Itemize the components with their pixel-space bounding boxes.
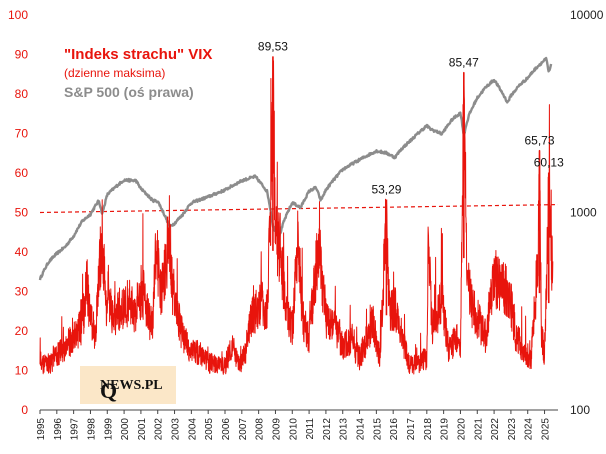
legend-vix-title: "Indeks strachu" VIX — [64, 46, 213, 63]
x-tick-label: 2010 — [288, 418, 299, 441]
peak-annotations: 89,53 53,29 85,47 65,73 60,13 — [258, 39, 564, 196]
x-tick-label: 2022 — [490, 418, 501, 441]
x-tick-label: 1996 — [53, 418, 64, 441]
left-tick-label: 10 — [15, 364, 29, 378]
left-tick-label: 40 — [15, 245, 29, 259]
logo-q: Q — [100, 378, 118, 403]
right-tick-label: 10000 — [570, 8, 604, 22]
x-tick-label: 2014 — [356, 418, 367, 441]
x-tick-label: 2018 — [423, 418, 434, 441]
x-tick-label: 1995 — [36, 418, 47, 441]
left-tick-label: 0 — [21, 403, 28, 417]
x-tick-label: 2013 — [339, 418, 350, 441]
peak-label: 85,47 — [449, 55, 479, 69]
left-tick-label: 30 — [15, 285, 29, 299]
sp500-line — [38, 56, 553, 281]
x-tick-label: 2012 — [322, 418, 333, 441]
vix-series-layer — [39, 56, 554, 375]
x-tick-label: 2024 — [524, 418, 535, 441]
left-axis-ticks: 0 10 20 30 40 50 60 70 80 90 100 — [8, 8, 28, 417]
x-tick-label: 1999 — [103, 418, 114, 441]
x-tick-label: 2007 — [238, 418, 249, 441]
x-tick-label: 1998 — [86, 418, 97, 441]
x-tick-label: 2003 — [171, 418, 182, 441]
peak-label: 89,53 — [258, 39, 288, 53]
x-tick-label: 2002 — [154, 418, 165, 441]
legend-vix-subtitle: (dzienne maksima) — [64, 66, 166, 80]
x-tick-label: 2005 — [204, 418, 215, 441]
x-tick-label: 2020 — [456, 418, 467, 441]
left-tick-label: 50 — [15, 206, 29, 220]
x-tick-label: 2009 — [271, 418, 282, 441]
x-tick-label: 2015 — [372, 418, 383, 441]
legend-sp500: S&P 500 (oś prawa) — [64, 84, 194, 100]
right-tick-label: 1000 — [570, 206, 597, 220]
x-tick-label: 2011 — [305, 418, 316, 440]
x-tick-label: 2017 — [406, 418, 417, 441]
left-tick-label: 20 — [15, 324, 29, 338]
right-axis-ticks: 100 1000 10000 — [570, 8, 604, 417]
peak-label: 65,73 — [524, 133, 554, 147]
x-tick-label: 2023 — [507, 418, 518, 441]
qnews-logo: Q NEWS.PL — [80, 366, 176, 404]
x-tick-label: 2025 — [541, 418, 552, 441]
sp500-series-layer — [38, 56, 553, 281]
x-tick-label: 2001 — [137, 418, 148, 441]
reference-line-layer — [39, 204, 559, 214]
legend: "Indeks strachu" VIX (dzienne maksima) S… — [64, 46, 212, 102]
x-tick-label: 2000 — [120, 418, 131, 441]
left-tick-label: 90 — [15, 48, 29, 62]
x-tick-label: 1997 — [70, 418, 81, 441]
reference-dashed-line — [39, 204, 559, 214]
x-tick-label: 2006 — [221, 418, 232, 441]
left-tick-label: 60 — [15, 166, 29, 180]
peak-label: 53,29 — [371, 183, 401, 197]
x-tick-label: 2021 — [473, 418, 484, 441]
x-tick-label: 2004 — [187, 418, 198, 441]
left-tick-label: 100 — [8, 8, 28, 22]
peak-label: 60,13 — [534, 155, 564, 169]
left-tick-label: 70 — [15, 127, 29, 141]
x-axis: 1995 1996 1997 1998 1999 2000 2001 2002 2003 2004… — [36, 409, 558, 441]
x-tick-label: 2016 — [389, 418, 400, 441]
left-tick-label: 80 — [15, 87, 29, 101]
x-tick-label: 2008 — [255, 418, 266, 441]
right-tick-label: 100 — [570, 403, 590, 417]
vix-line — [39, 58, 554, 375]
logo-word: NEWS.PL — [100, 378, 163, 393]
x-tick-label: 2019 — [440, 418, 451, 441]
